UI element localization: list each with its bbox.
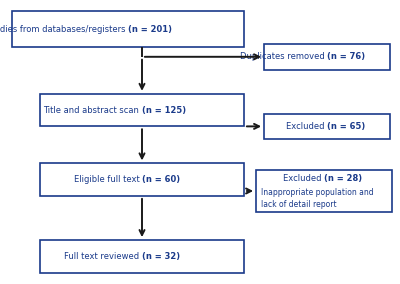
Text: Studies from databases/registers: Studies from databases/registers xyxy=(0,25,128,34)
FancyBboxPatch shape xyxy=(264,44,390,70)
Text: (n = 76): (n = 76) xyxy=(327,52,365,61)
FancyBboxPatch shape xyxy=(256,170,392,212)
FancyBboxPatch shape xyxy=(40,163,244,196)
Text: (n = 65): (n = 65) xyxy=(327,122,365,131)
Text: Excluded: Excluded xyxy=(286,122,327,131)
Text: (n = 201): (n = 201) xyxy=(128,25,172,34)
FancyBboxPatch shape xyxy=(12,11,244,47)
Text: Duplicates removed: Duplicates removed xyxy=(240,52,327,61)
Text: (n = 32): (n = 32) xyxy=(142,252,180,261)
Text: (n = 60): (n = 60) xyxy=(142,175,180,184)
Text: (n = 125): (n = 125) xyxy=(142,106,186,114)
Text: Title and abstract scan: Title and abstract scan xyxy=(44,106,142,114)
FancyBboxPatch shape xyxy=(40,240,244,273)
FancyBboxPatch shape xyxy=(40,94,244,126)
Text: Excluded: Excluded xyxy=(283,174,324,183)
Text: Inappropriate population and: Inappropriate population and xyxy=(261,188,374,197)
Text: lack of detail report: lack of detail report xyxy=(261,200,336,209)
FancyBboxPatch shape xyxy=(264,114,390,139)
Text: (n = 28): (n = 28) xyxy=(324,174,362,183)
Text: Eligible full text: Eligible full text xyxy=(74,175,142,184)
Text: Full text reviewed: Full text reviewed xyxy=(64,252,142,261)
